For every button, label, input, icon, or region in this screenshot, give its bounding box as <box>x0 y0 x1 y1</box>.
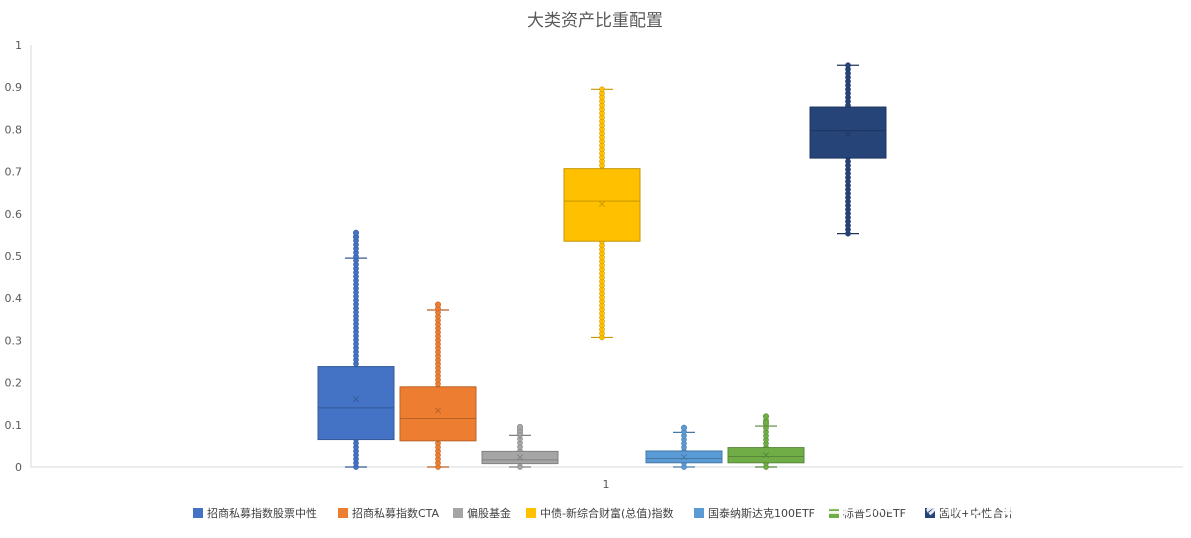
legend-swatch <box>925 508 935 518</box>
box <box>481 450 559 465</box>
legend-item: 固收+中性合计 <box>925 506 1014 520</box>
y-tick-label: 0.6 <box>5 208 23 221</box>
box-series: × <box>317 229 395 470</box>
legend-swatch <box>338 508 348 518</box>
outlier-point <box>516 423 524 430</box>
mean-marker: × <box>597 197 606 210</box>
watermark-text: 雪球：微积分量化价投 <box>822 485 1122 520</box>
legend-item: 中债-新综合财富(总值)指数 <box>526 506 674 520</box>
box <box>727 447 805 464</box>
outlier-point <box>352 229 360 236</box>
mean-marker: × <box>761 448 770 461</box>
legend-swatch <box>526 508 536 518</box>
mean-marker: × <box>351 393 360 406</box>
data-point <box>599 86 605 93</box>
box <box>317 366 395 441</box>
box <box>809 106 887 159</box>
box <box>399 386 477 442</box>
legend-item: 国泰纳斯达克100ETF <box>694 506 815 520</box>
box-series: × <box>809 62 887 237</box>
mean-marker: × <box>679 450 688 463</box>
legend-swatch <box>829 508 839 518</box>
legend-item: 标普500ETF <box>829 506 906 520</box>
y-tick-label: 0.4 <box>5 292 23 305</box>
y-tick-label: 0.7 <box>5 166 23 179</box>
legend-label: 招商私募指数CTA <box>352 506 440 520</box>
legend-label: 中债-新综合财富(总值)指数 <box>540 506 674 520</box>
y-tick-label: 0.1 <box>5 419 23 432</box>
legend-label: 标普500ETF <box>843 506 906 520</box>
legend-swatch <box>193 508 203 518</box>
box-series: × <box>563 86 641 341</box>
y-tick-label: 0 <box>15 461 22 474</box>
legend-label: 固收+中性合计 <box>939 506 1014 520</box>
x-tick-label: 1 <box>603 478 610 491</box>
mean-marker: × <box>433 404 442 417</box>
y-tick-label: 0.5 <box>5 250 23 263</box>
legend-swatch <box>694 508 704 518</box>
legend-item: 偏股基金 <box>453 506 511 520</box>
box-series-group: × × × × × × × <box>317 62 887 470</box>
y-tick-label: 0.9 <box>5 81 23 94</box>
legend-item: 招商私募指数CTA <box>338 506 440 520</box>
y-tick-label: 0.8 <box>5 123 23 136</box>
legend-label: 国泰纳斯达克100ETF <box>708 506 815 520</box>
y-tick-label: 1 <box>15 39 22 52</box>
mean-marker: × <box>515 450 524 463</box>
box <box>563 168 641 242</box>
outlier-point <box>762 413 770 420</box>
box <box>645 450 723 464</box>
box-series: × <box>399 301 477 470</box>
outlier-point <box>434 301 442 308</box>
legend: 招商私募指数股票中性 招商私募指数CTA 偏股基金 中债-新综合财富(总值)指数 国泰纳… <box>193 506 1014 520</box>
legend-label: 偏股基金 <box>467 506 511 520</box>
box-series: × <box>481 423 559 470</box>
mean-marker: × <box>843 128 852 141</box>
y-tick-label: 0.2 <box>5 377 23 390</box>
legend-item: 招商私募指数股票中性 <box>193 506 317 520</box>
box-series: × <box>727 413 805 470</box>
outlier-point <box>680 424 688 431</box>
legend-swatch <box>453 508 463 518</box>
data-point <box>845 62 851 69</box>
legend-label: 招商私募指数股票中性 <box>207 506 317 520</box>
chart-title: 大类资产比重配置 <box>527 11 663 31</box>
y-tick-labels: 0 0.1 0.2 0.3 0.4 0.5 0.6 0.7 0.8 0.9 1 <box>5 39 23 474</box>
y-tick-label: 0.3 <box>5 334 23 347</box>
outlier-point <box>762 419 770 426</box>
box-series: × <box>645 424 723 470</box>
